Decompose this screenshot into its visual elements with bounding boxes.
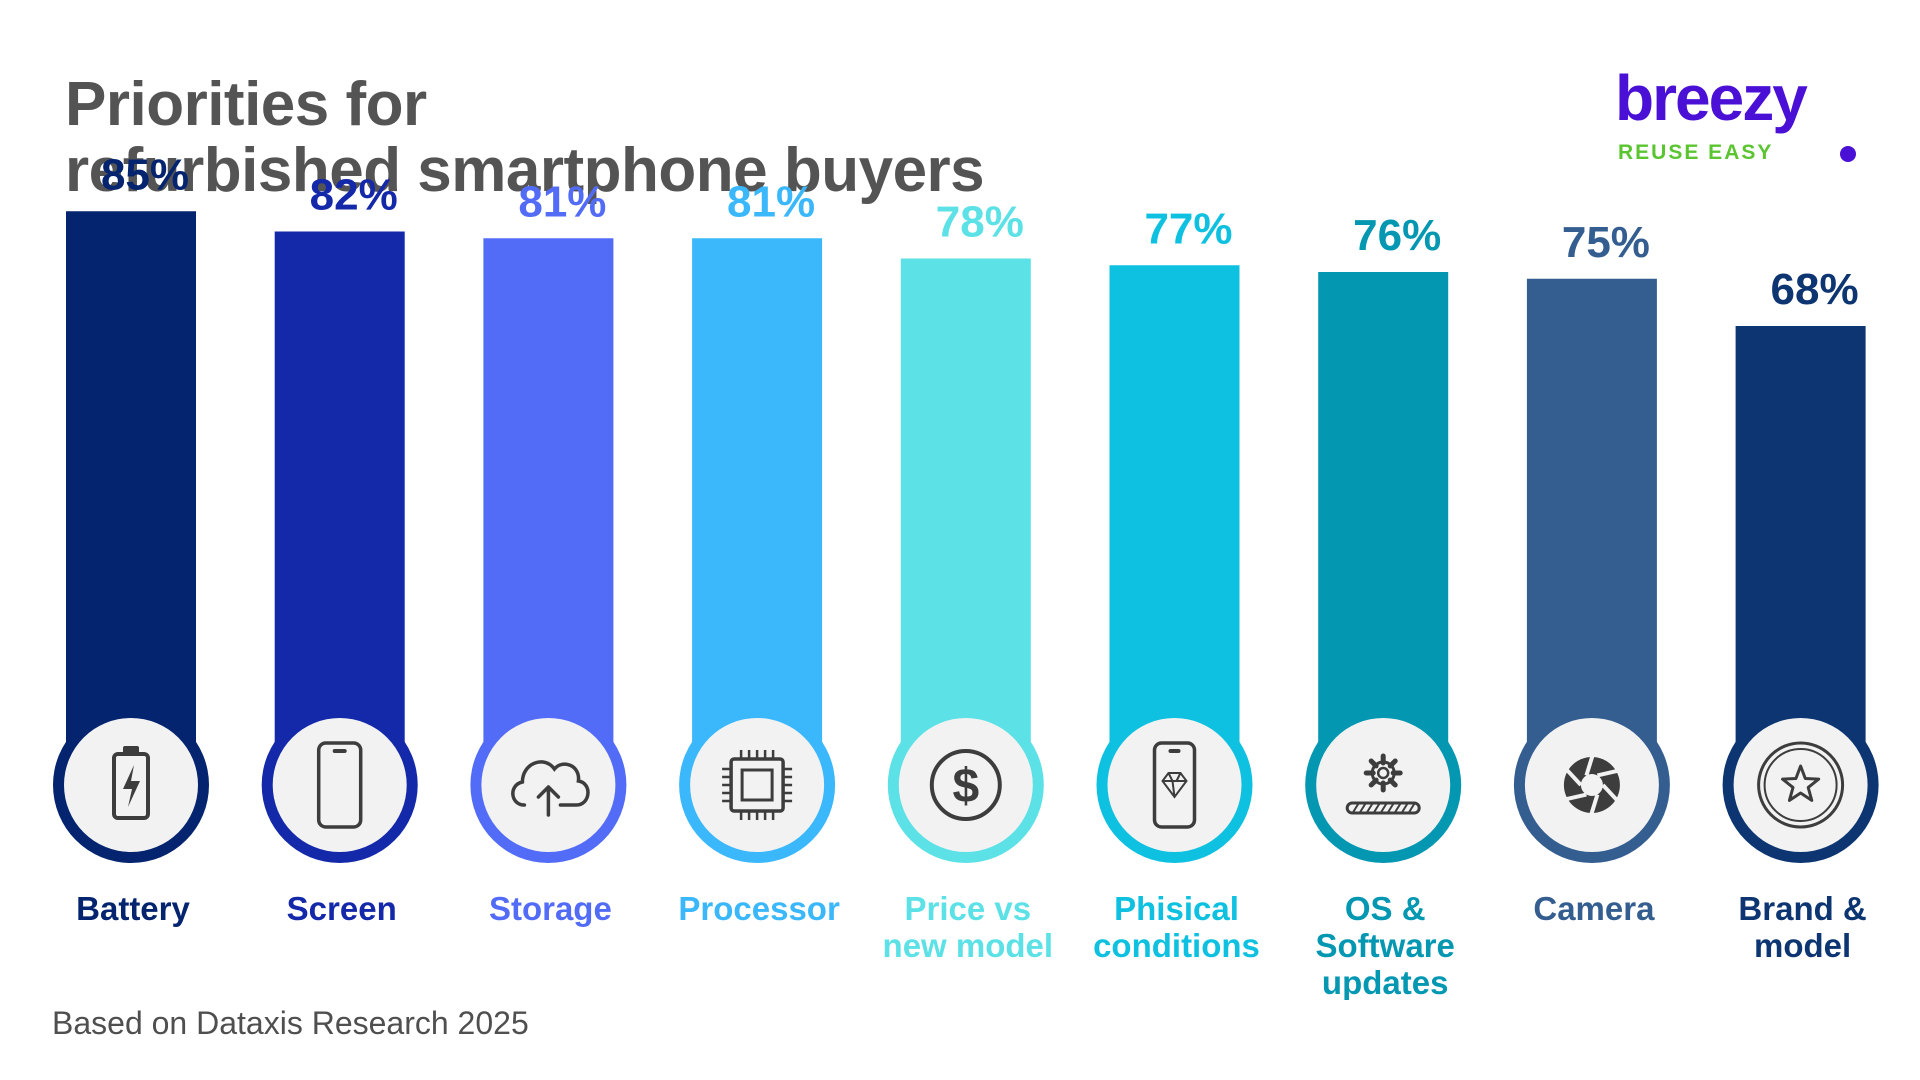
title-line-2: refurbished smartphone buyers <box>65 136 985 205</box>
battery-icon <box>112 746 150 820</box>
bar-group: 85% Battery <box>53 150 209 927</box>
bar-group: 68% Brand &model <box>1722 265 1879 964</box>
bar-icon-disc <box>481 718 616 852</box>
bar-icon-disc <box>1107 718 1242 852</box>
category-label: Battery <box>76 890 190 927</box>
bar-icon-disc <box>690 718 825 852</box>
cloud-upload-icon <box>511 760 590 817</box>
brand-logo: breezy REUSE EASY <box>1615 62 1875 168</box>
svg-text:$: $ <box>952 760 979 813</box>
category-label: Software <box>1316 927 1455 964</box>
bar-icon-disc <box>898 718 1033 852</box>
bar <box>1318 272 1449 785</box>
category-label: Price vs <box>904 890 1031 927</box>
phone-diamond-icon <box>1152 741 1197 829</box>
bar-group: 75% Camera <box>1513 218 1670 927</box>
phone-screen-icon <box>316 741 363 829</box>
bar <box>900 258 1031 785</box>
title-line-1: Priorities for <box>65 70 427 139</box>
category-label: updates <box>1322 964 1449 1000</box>
value-label: 76% <box>1353 211 1441 260</box>
category-label: Brand & <box>1738 890 1866 927</box>
category-label: Phisical <box>1114 890 1239 927</box>
logo-wordmark: breezy <box>1615 62 1808 134</box>
bar <box>1109 265 1240 785</box>
bar <box>66 211 196 785</box>
dollar-icon: $ <box>929 749 1002 821</box>
value-label: 81% <box>518 177 606 226</box>
category-label: Camera <box>1533 890 1655 927</box>
value-label: 68% <box>1771 265 1859 314</box>
bar <box>692 238 823 785</box>
bar-group: 82% Screen <box>261 171 418 927</box>
category-label: OS & <box>1345 890 1426 927</box>
bar-icon-disc <box>272 718 407 852</box>
star-badge-icon <box>1757 741 1845 829</box>
category-label: Processor <box>678 890 840 927</box>
bar-group: 81% Processor <box>678 177 840 927</box>
category-label: model <box>1754 927 1851 964</box>
category-label: conditions <box>1093 927 1260 964</box>
camera-aperture-icon <box>1563 754 1620 816</box>
bar-icon-disc <box>1733 718 1868 852</box>
bar <box>483 238 614 785</box>
value-label: 75% <box>1562 218 1650 267</box>
bar-chart: 85% Battery 82% Screen 81% Storage 81% Processo… <box>53 150 1879 1000</box>
category-label: new model <box>883 927 1054 964</box>
bar <box>1526 278 1657 785</box>
value-label: 85% <box>101 150 189 199</box>
gear-progress-icon <box>1345 753 1421 815</box>
logo-tagline: REUSE EASY <box>1618 141 1774 164</box>
source-footnote: Based on Dataxis Research 2025 <box>52 1005 529 1041</box>
value-label: 78% <box>936 198 1024 247</box>
bar <box>274 231 405 785</box>
processor-chip-icon <box>722 750 793 820</box>
logo-dot-icon <box>1840 146 1856 162</box>
value-label: 81% <box>727 177 815 226</box>
category-label: Screen <box>287 890 397 927</box>
value-label: 77% <box>1144 204 1232 253</box>
category-label: Storage <box>489 890 612 927</box>
bar-group: 81% Storage <box>470 177 627 927</box>
page-title: Priorities for refurbished smartphone bu… <box>65 70 985 205</box>
value-label: 82% <box>310 171 398 220</box>
